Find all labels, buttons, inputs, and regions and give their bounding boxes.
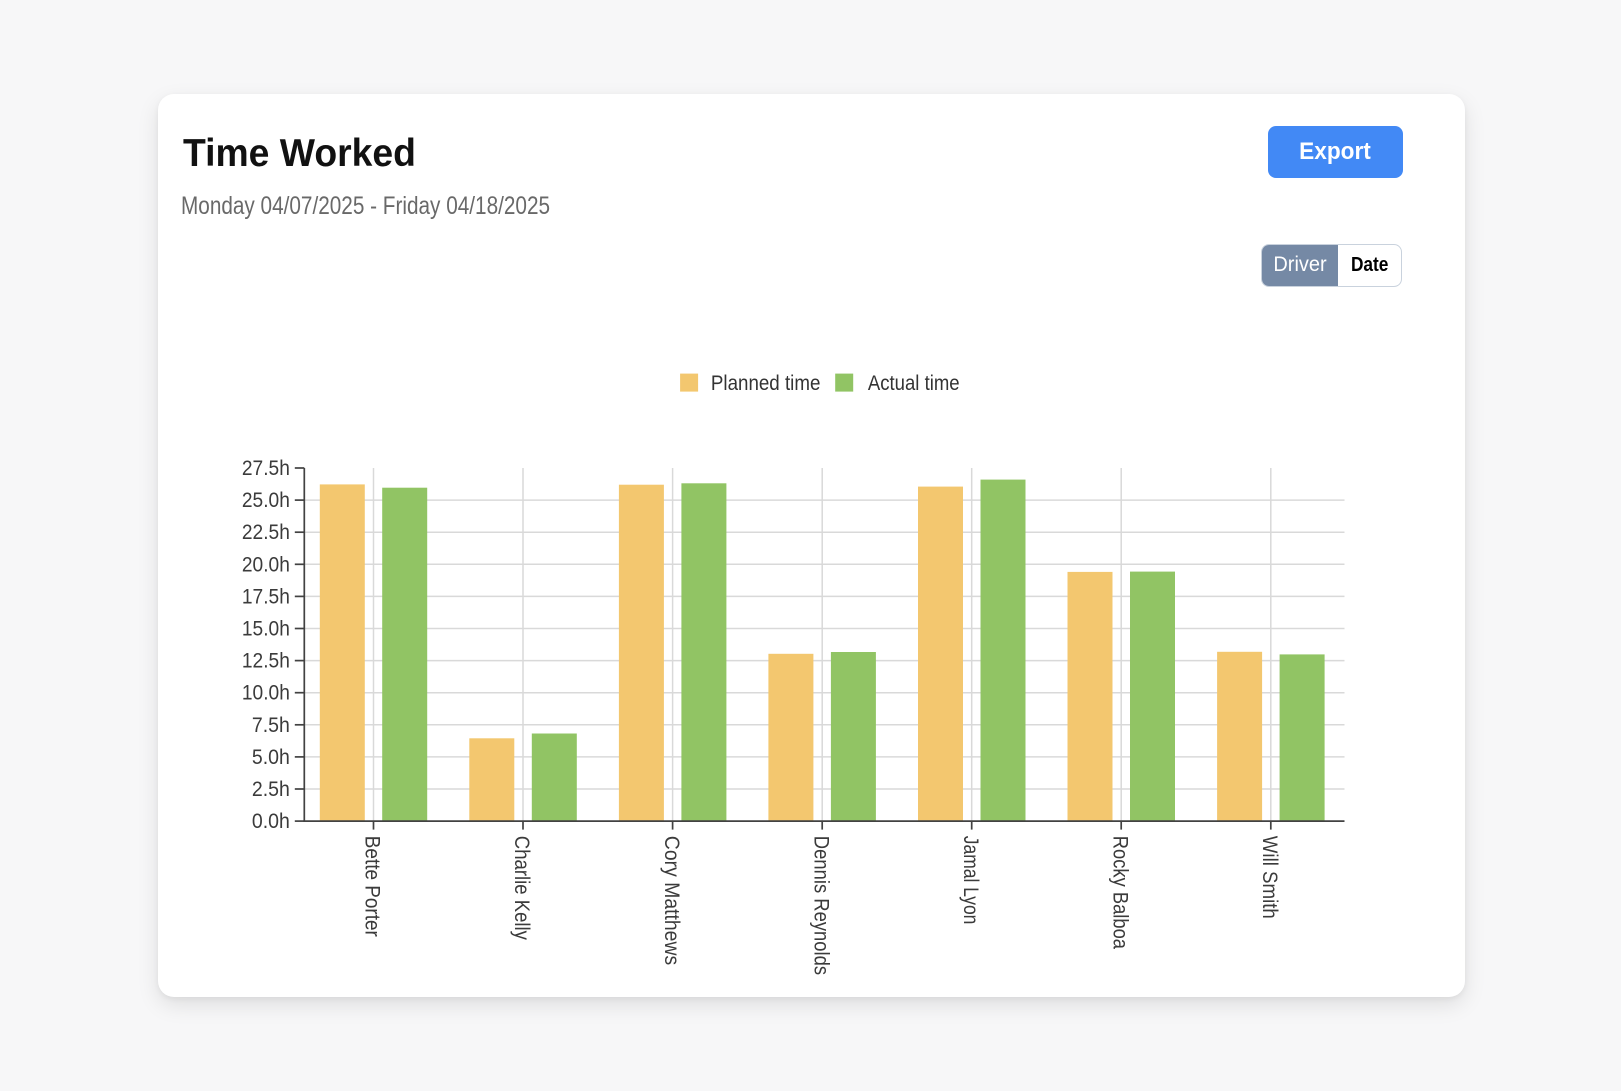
svg-text:15.0h: 15.0h <box>242 618 290 641</box>
svg-text:Rocky Balboa: Rocky Balboa <box>1109 836 1132 949</box>
svg-text:7.5h: 7.5h <box>252 714 290 737</box>
svg-text:17.5h: 17.5h <box>242 585 290 608</box>
svg-text:20.0h: 20.0h <box>242 553 290 576</box>
svg-text:Cory Matthews: Cory Matthews <box>660 836 683 965</box>
svg-text:Jamal Lyon: Jamal Lyon <box>959 836 982 925</box>
svg-text:12.5h: 12.5h <box>242 650 290 673</box>
svg-text:Charlie Kelly: Charlie Kelly <box>510 836 533 941</box>
svg-text:22.5h: 22.5h <box>242 521 290 544</box>
svg-text:25.0h: 25.0h <box>242 489 290 512</box>
svg-text:5.0h: 5.0h <box>252 746 290 769</box>
svg-text:Bette Porter: Bette Porter <box>361 836 384 937</box>
svg-text:2.5h: 2.5h <box>252 778 290 801</box>
svg-text:10.0h: 10.0h <box>242 682 290 705</box>
svg-text:Planned time: Planned time <box>711 372 821 395</box>
svg-text:27.5h: 27.5h <box>242 457 290 480</box>
svg-text:0.0h: 0.0h <box>252 810 290 833</box>
svg-text:Dennis Reynolds: Dennis Reynolds <box>809 836 832 975</box>
svg-text:Will Smith: Will Smith <box>1258 836 1281 919</box>
svg-text:Actual time: Actual time <box>868 372 960 395</box>
